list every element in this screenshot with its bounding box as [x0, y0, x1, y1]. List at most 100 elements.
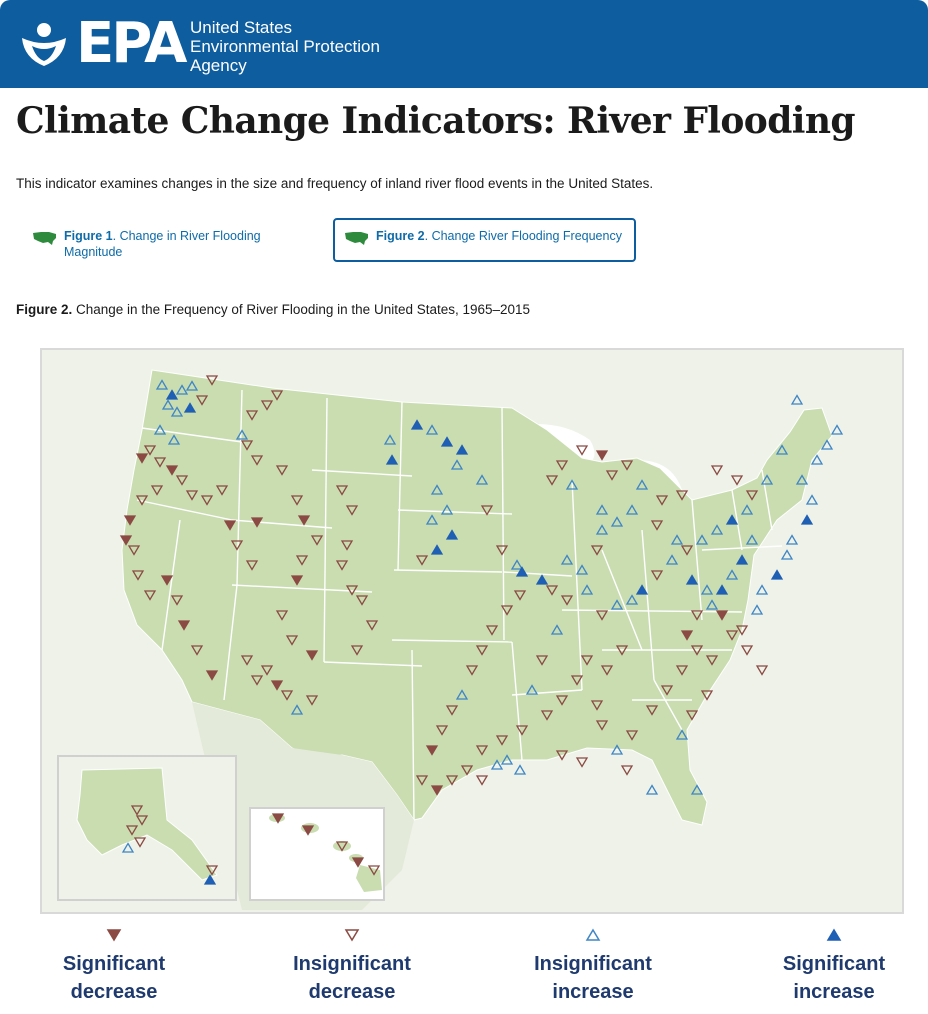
significant-decrease-marker: [305, 650, 319, 661]
insignificant-increase-marker: [490, 759, 504, 770]
insignificant-decrease-marker: [495, 545, 509, 556]
tab-figure-1[interactable]: Figure 1. Change in River Flooding Magni…: [32, 228, 292, 260]
insignificant-decrease-marker: [590, 545, 604, 556]
insignificant-increase-marker: [760, 474, 774, 485]
insignificant-decrease-marker: [475, 775, 489, 786]
gauge-markers: [119, 375, 844, 885]
insignificant-decrease-marker: [150, 485, 164, 496]
insignificant-increase-marker: [810, 454, 824, 465]
significant-decrease-marker: [351, 857, 365, 868]
insignificant-decrease-marker: [215, 485, 229, 496]
down-outline-triangle-icon: [344, 929, 360, 942]
insignificant-decrease-marker: [485, 625, 499, 636]
insignificant-increase-marker: [185, 380, 199, 391]
insignificant-increase-marker: [820, 439, 834, 450]
insignificant-increase-marker: [525, 684, 539, 695]
insignificant-increase-marker: [235, 429, 249, 440]
insignificant-increase-marker: [690, 784, 704, 795]
insignificant-decrease-marker: [205, 375, 219, 386]
insignificant-decrease-marker: [260, 665, 274, 676]
insignificant-decrease-marker: [285, 635, 299, 646]
insignificant-increase-marker: [665, 554, 679, 565]
up-outline-triangle-icon: [585, 928, 601, 941]
significant-decrease-marker: [270, 680, 284, 691]
agency-line-3: Agency: [190, 56, 247, 75]
insignificant-decrease-marker: [690, 645, 704, 656]
significant-decrease-marker: [680, 630, 694, 641]
insignificant-decrease-marker: [570, 675, 584, 686]
insignificant-decrease-marker: [295, 555, 309, 566]
epa-logo[interactable]: EPA: [18, 11, 187, 76]
insignificant-increase-marker: [161, 399, 175, 410]
insignificant-decrease-marker: [680, 545, 694, 556]
insignificant-increase-marker: [121, 842, 135, 853]
significant-increase-marker: [165, 389, 179, 400]
insignificant-decrease-marker: [290, 495, 304, 506]
insignificant-increase-marker: [170, 406, 184, 417]
insignificant-decrease-marker: [185, 490, 199, 501]
insignificant-decrease-marker: [195, 395, 209, 406]
insignificant-decrease-marker: [131, 570, 145, 581]
insignificant-decrease-marker: [650, 570, 664, 581]
epa-wordmark: EPA: [76, 11, 187, 76]
significant-decrease-marker: [165, 465, 179, 476]
insignificant-decrease-marker: [620, 460, 634, 471]
insignificant-decrease-marker: [335, 560, 349, 571]
significant-decrease-marker: [595, 450, 609, 461]
insignificant-decrease-marker: [725, 630, 739, 641]
insignificant-increase-marker: [550, 624, 564, 635]
significant-decrease-marker: [250, 517, 264, 528]
agency-line-2: Environmental Protection: [190, 37, 380, 56]
insignificant-decrease-marker: [355, 595, 369, 606]
agency-line-1: United States: [190, 18, 293, 37]
insignificant-decrease-marker: [415, 555, 429, 566]
insignificant-increase-marker: [805, 494, 819, 505]
insignificant-increase-marker: [705, 599, 719, 610]
insignificant-decrease-marker: [730, 475, 744, 486]
insignificant-increase-marker: [745, 534, 759, 545]
insignificant-decrease-marker: [170, 595, 184, 606]
insignificant-decrease-marker: [710, 465, 724, 476]
insignificant-decrease-marker: [445, 705, 459, 716]
insignificant-increase-marker: [155, 379, 169, 390]
insignificant-increase-marker: [790, 394, 804, 405]
insignificant-decrease-marker: [500, 605, 514, 616]
alaska-land: [76, 767, 218, 881]
insignificant-decrease-marker: [345, 505, 359, 516]
insignificant-decrease-marker: [367, 865, 381, 876]
significant-increase-marker: [445, 529, 459, 540]
significant-decrease-marker: [223, 520, 237, 531]
insignificant-decrease-marker: [700, 690, 714, 701]
insignificant-decrease-marker: [685, 710, 699, 721]
tab-figure-2[interactable]: Figure 2. Change River Flooding Frequenc…: [333, 218, 636, 262]
significant-increase-marker: [715, 584, 729, 595]
insignificant-decrease-marker: [475, 645, 489, 656]
significant-increase-marker: [535, 574, 549, 585]
epa-header: EPA United States Environmental Protecti…: [0, 0, 928, 88]
insignificant-decrease-marker: [475, 745, 489, 756]
us-map-icon: [345, 232, 368, 245]
significant-increase-marker: [203, 874, 217, 885]
insignificant-decrease-marker: [575, 757, 589, 768]
insignificant-decrease-marker: [645, 705, 659, 716]
insignificant-increase-marker: [750, 604, 764, 615]
insignificant-increase-marker: [383, 434, 397, 445]
agency-name: United States Environmental Protection A…: [190, 18, 380, 75]
significant-increase-marker: [440, 436, 454, 447]
insignificant-decrease-marker: [345, 585, 359, 596]
down-filled-triangle-icon: [106, 929, 122, 942]
insignificant-decrease-marker: [130, 805, 144, 816]
insignificant-decrease-marker: [143, 445, 157, 456]
insignificant-decrease-marker: [310, 535, 324, 546]
significant-increase-marker: [455, 444, 469, 455]
insignificant-decrease-marker: [245, 410, 259, 421]
insignificant-decrease-marker: [735, 625, 749, 636]
insignificant-increase-marker: [425, 514, 439, 525]
insignificant-increase-marker: [513, 764, 527, 775]
insignificant-decrease-marker: [590, 700, 604, 711]
insignificant-increase-marker: [795, 474, 809, 485]
page-title: Climate Change Indicators: River Floodin…: [16, 100, 856, 142]
epa-flower-icon: [22, 23, 66, 66]
insignificant-decrease-marker: [545, 585, 559, 596]
significant-decrease-marker: [290, 575, 304, 586]
